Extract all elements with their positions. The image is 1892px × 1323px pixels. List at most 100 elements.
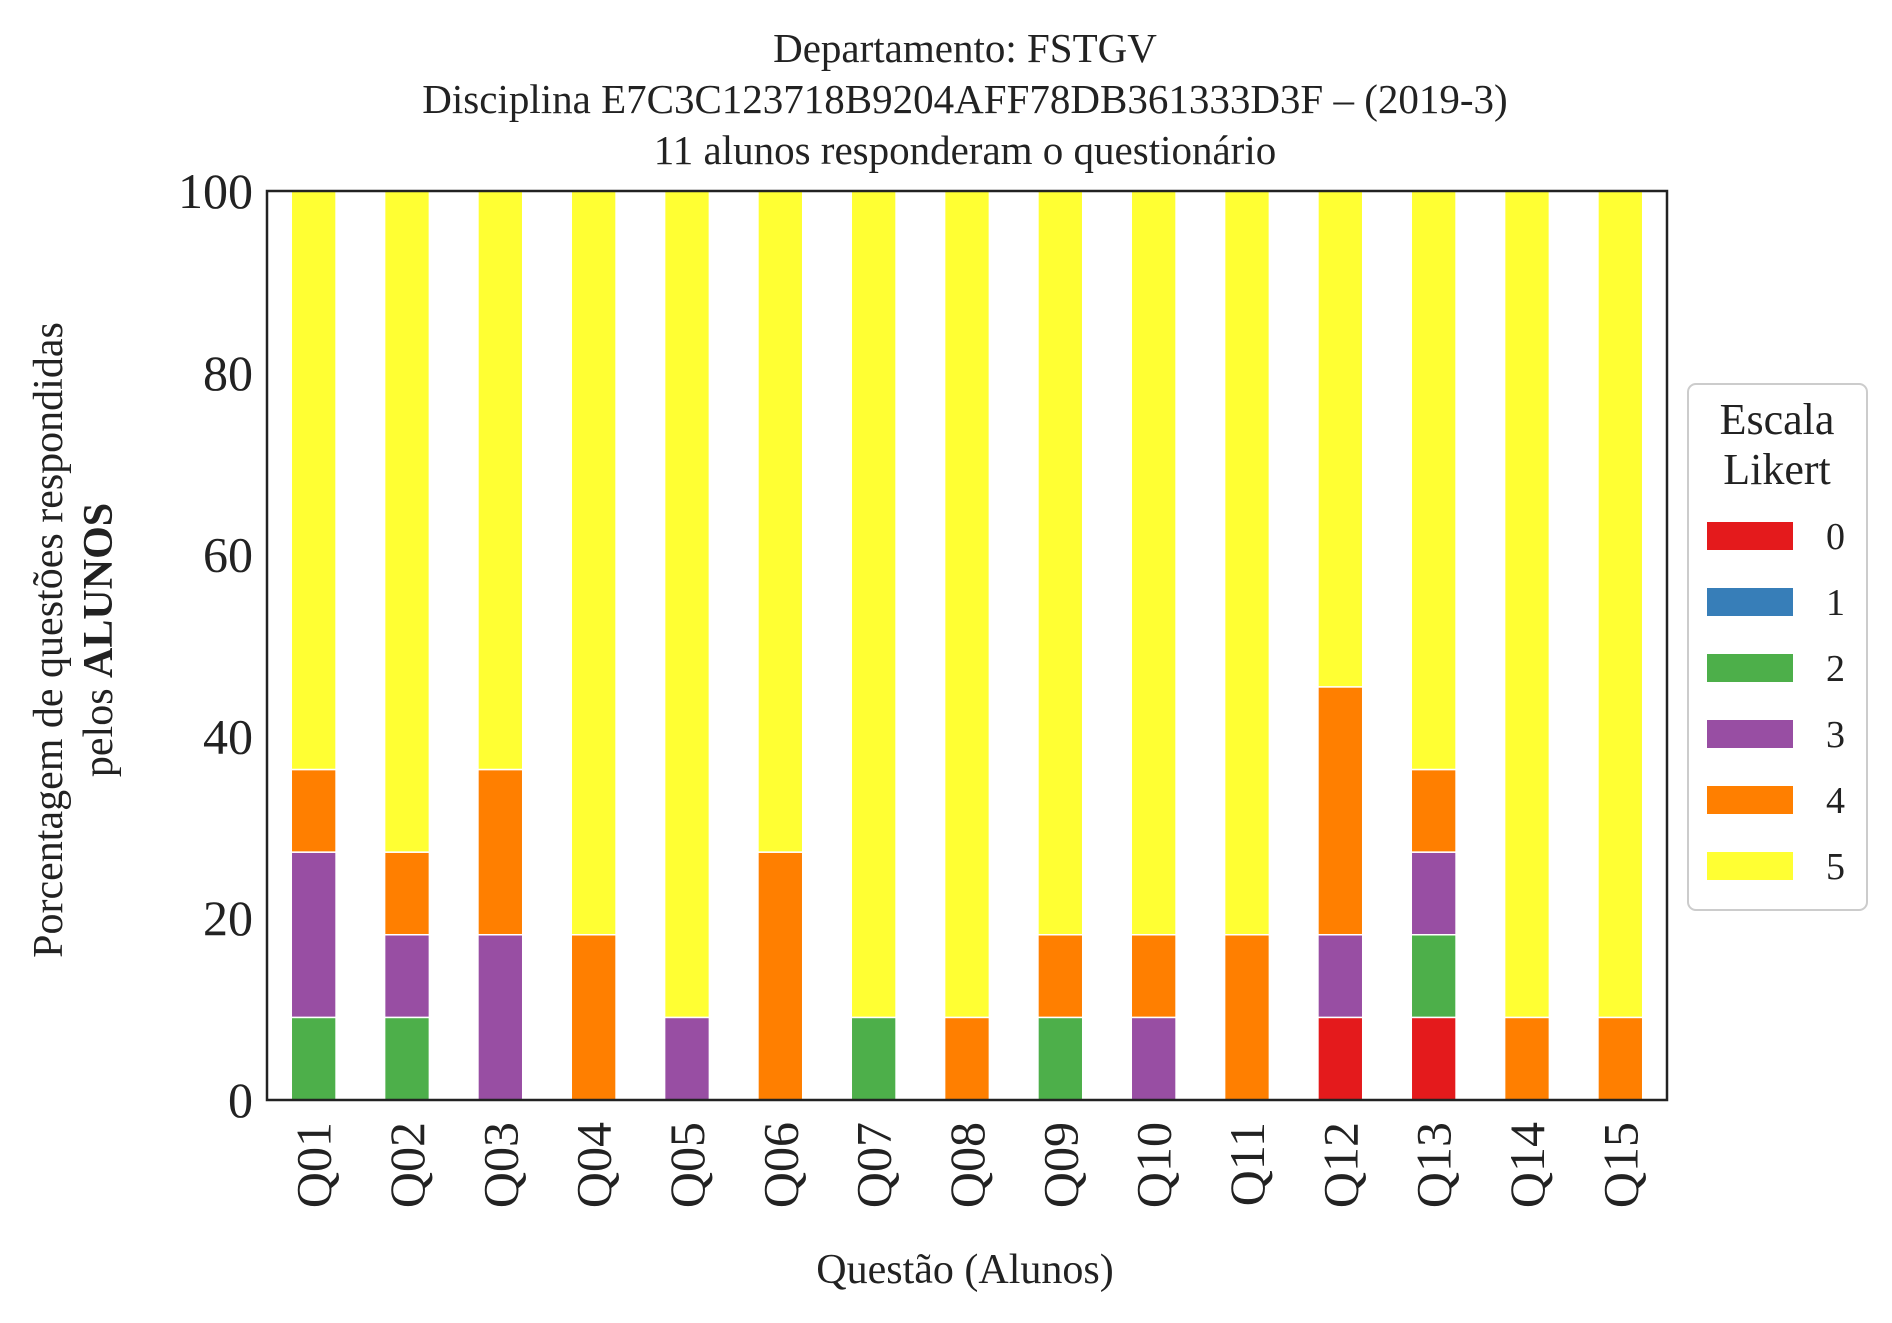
bar-q10-level-4 (1130, 933, 1177, 1019)
y-tick-label: 20 (203, 890, 253, 946)
y-tick-label: 40 (203, 708, 253, 764)
bar-q01-level-4 (290, 768, 337, 853)
bar-q07-level-2 (850, 1016, 897, 1101)
y-axis-label: Porcentagem de questões respondidas pelo… (26, 322, 122, 958)
bar-q02-level-5 (383, 190, 431, 853)
y-axis-label-prefix: pelos (76, 678, 122, 777)
x-tick-label-q15: Q15 (1592, 1122, 1648, 1208)
y-tick-label: 60 (203, 527, 253, 583)
y-tick-label: 0 (228, 1072, 253, 1128)
legend-item-1: 1 (1707, 582, 1845, 624)
legend-items: 0 1 2 3 4 5 (1707, 516, 1845, 888)
legend-label-5: 5 (1826, 846, 1845, 888)
legend-swatch-4 (1707, 786, 1793, 814)
y-axis-label-line-2: pelos ALUNOS (76, 503, 122, 777)
bar-q09-level-4 (1037, 933, 1084, 1019)
x-tick-label-q06: Q06 (752, 1122, 808, 1208)
bar-q13-level-5 (1410, 190, 1457, 771)
bar-q15-level-5 (1597, 190, 1644, 1019)
bar-q03-level-5 (477, 190, 524, 771)
x-tick-label-q01: Q01 (286, 1122, 342, 1208)
title-line-2: Disciplina E7C3C123718B9204AFF78DB361333… (422, 76, 1507, 122)
legend-swatch-0 (1707, 522, 1793, 550)
y-tick-label: 100 (178, 163, 253, 219)
bar-q06-level-5 (757, 190, 804, 853)
bar-q01-level-3 (290, 851, 337, 1019)
bar-q10-level-5 (1130, 190, 1177, 936)
legend-item-5: 5 (1707, 846, 1845, 888)
y-axis-label-bold: ALUNOS (76, 503, 122, 678)
bar-q09-level-2 (1037, 1016, 1084, 1101)
bar-q12-level-5 (1317, 190, 1364, 688)
title-line-3: 11 alunos responderam o questionário (654, 127, 1276, 173)
legend-item-2: 2 (1707, 648, 1845, 690)
legend-label-0: 0 (1826, 516, 1845, 558)
legend-title-line-2: Likert (1723, 445, 1831, 494)
bar-q05-level-5 (663, 190, 711, 1019)
x-tick-label-q08: Q08 (939, 1122, 995, 1208)
bar-q08-level-4 (943, 1016, 991, 1101)
x-tick-label-q03: Q03 (472, 1122, 528, 1208)
bars-group (290, 190, 1644, 1101)
bar-q14-level-5 (1503, 190, 1551, 1019)
bar-q13-level-0 (1410, 1016, 1457, 1101)
bar-q10-level-3 (1130, 1016, 1177, 1101)
legend: Escala Likert 0 1 2 3 4 5 (1687, 383, 1868, 911)
legend-label-4: 4 (1826, 780, 1845, 822)
x-tick-label-q07: Q07 (846, 1122, 902, 1208)
x-tick-label-q09: Q09 (1032, 1122, 1088, 1208)
bar-q05-level-3 (663, 1016, 711, 1101)
bar-q04-level-4 (570, 933, 617, 1101)
legend-item-4: 4 (1707, 780, 1845, 822)
bar-q03-level-4 (477, 768, 524, 936)
bar-q04-level-5 (570, 190, 617, 936)
legend-label-2: 2 (1826, 648, 1845, 690)
bar-q13-level-4 (1410, 768, 1457, 853)
title-line-1: Departamento: FSTGV (773, 25, 1157, 71)
legend-title-line-1: Escala (1720, 395, 1835, 444)
legend-label-3: 3 (1826, 714, 1845, 756)
bar-q02-level-3 (383, 933, 431, 1019)
legend-box (1687, 383, 1868, 911)
bar-q12-level-0 (1317, 1016, 1364, 1101)
x-tick-label-q02: Q02 (379, 1122, 435, 1208)
legend-label-1: 1 (1826, 582, 1845, 624)
legend-swatch-3 (1707, 720, 1793, 748)
bar-q13-level-3 (1410, 851, 1457, 936)
y-tick-label: 80 (203, 345, 253, 401)
x-tick-label-q14: Q14 (1499, 1122, 1555, 1208)
bar-q12-level-4 (1317, 686, 1364, 936)
x-tick-label-q10: Q10 (1126, 1122, 1182, 1208)
bar-q07-level-5 (850, 190, 897, 1019)
bar-q13-level-2 (1410, 933, 1457, 1019)
x-tick-label-q11: Q11 (1219, 1122, 1275, 1206)
bar-q11-level-4 (1223, 933, 1271, 1101)
x-tick-label-q12: Q12 (1312, 1122, 1368, 1208)
y-tick-labels: 0 20 40 60 80 100 (178, 163, 253, 1128)
bar-q09-level-5 (1037, 190, 1084, 936)
bar-q14-level-4 (1503, 1016, 1551, 1101)
x-tick-label-q13: Q13 (1406, 1122, 1462, 1208)
bar-q11-level-5 (1223, 190, 1271, 936)
legend-swatch-5 (1707, 852, 1793, 880)
plot-frame (265, 189, 1669, 1102)
bar-q01-level-5 (290, 190, 337, 771)
bar-q02-level-4 (383, 851, 431, 936)
bar-q12-level-3 (1317, 933, 1364, 1019)
bar-q02-level-2 (383, 1016, 431, 1101)
x-axis-label: Questão (Alunos) (816, 1247, 1113, 1293)
x-tick-label-q04: Q04 (566, 1122, 622, 1208)
legend-item-0: 0 (1707, 516, 1845, 558)
bar-q01-level-2 (290, 1016, 337, 1101)
x-tick-label-q05: Q05 (659, 1122, 715, 1208)
bar-q03-level-3 (477, 933, 524, 1101)
legend-item-3: 3 (1707, 714, 1845, 756)
chart-title: Departamento: FSTGV Disciplina E7C3C1237… (422, 25, 1507, 173)
x-tick-labels: Q01 Q02 Q03 Q04 Q05 Q06 Q07 Q08 Q09 Q10 Q11 Q12 Q13 Q… (286, 1122, 1649, 1208)
legend-swatch-1 (1707, 588, 1793, 616)
bar-q08-level-5 (943, 190, 991, 1019)
legend-swatch-2 (1707, 654, 1793, 682)
bar-q15-level-4 (1597, 1016, 1644, 1101)
y-axis-label-line-1: Porcentagem de questões respondidas (26, 322, 72, 958)
